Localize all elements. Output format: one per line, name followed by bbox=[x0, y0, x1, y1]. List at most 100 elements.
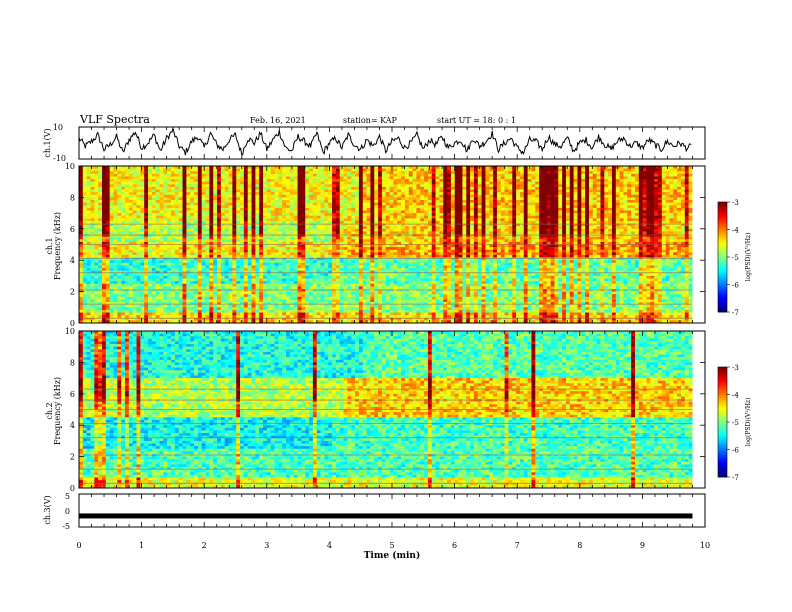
spectrogram-cell bbox=[623, 215, 628, 219]
spectrogram-cell bbox=[588, 181, 594, 185]
spectrogram-cell bbox=[650, 202, 655, 206]
spectrogram-cell bbox=[424, 236, 429, 240]
spectrogram-cell bbox=[416, 241, 421, 245]
spectrogram-cell bbox=[381, 171, 387, 175]
spectrogram-cell bbox=[550, 220, 555, 224]
spectrogram-cell bbox=[550, 213, 555, 217]
spectrogram-cell bbox=[217, 181, 222, 185]
spectrogram-cell bbox=[684, 218, 689, 222]
spectrogram-cell bbox=[600, 197, 605, 201]
spectrogram-cell bbox=[523, 192, 528, 196]
spectrogram-cell bbox=[592, 176, 597, 180]
spectrogram-cell bbox=[573, 192, 578, 196]
spectrogram-cell bbox=[205, 179, 210, 182]
spectrogram-cell bbox=[424, 202, 429, 206]
spectrogram-cell bbox=[657, 220, 663, 224]
spectrogram-cell bbox=[677, 231, 682, 235]
spectrogram-cell bbox=[439, 215, 444, 219]
spectrogram-cell bbox=[182, 226, 187, 230]
spectrogram-cell bbox=[105, 236, 110, 240]
spectrogram-cell bbox=[527, 194, 532, 198]
spectrogram-cell bbox=[481, 173, 486, 177]
spectrogram-cell bbox=[186, 228, 191, 232]
spectrogram-cell bbox=[688, 194, 693, 198]
spectrogram-cell bbox=[531, 231, 536, 235]
spectrogram-cell bbox=[278, 166, 283, 169]
spectrogram-cell bbox=[512, 205, 517, 209]
spectrogram-cell bbox=[489, 207, 494, 211]
spectrogram-cell bbox=[247, 241, 252, 245]
spectrogram-cell bbox=[255, 231, 260, 235]
spectrogram-cell bbox=[454, 184, 459, 188]
spectrogram-cell bbox=[174, 207, 179, 211]
spectrogram-cell bbox=[554, 179, 559, 182]
spectrogram-cell bbox=[155, 189, 160, 193]
spectrogram-cell bbox=[466, 184, 471, 188]
spectrogram-cell bbox=[197, 176, 202, 180]
spectrogram-cell bbox=[259, 228, 264, 232]
spectrogram-cell bbox=[98, 239, 103, 243]
spectrogram-cell bbox=[194, 166, 199, 169]
spectrogram-cell bbox=[201, 234, 206, 237]
spectrogram-cell bbox=[385, 166, 390, 169]
spectrogram-cell bbox=[339, 213, 344, 217]
spectrogram-cell bbox=[282, 239, 287, 243]
spectrogram-cell bbox=[577, 226, 582, 230]
spectrogram-cell bbox=[339, 234, 344, 237]
spectrogram-cell bbox=[228, 166, 233, 169]
spectrogram-cell bbox=[680, 223, 686, 227]
spectrogram-cell bbox=[259, 189, 264, 193]
spectrogram-cell bbox=[132, 186, 137, 190]
spectrogram-cell bbox=[339, 181, 344, 185]
spectrogram-cell bbox=[98, 202, 103, 206]
spectrogram-cell bbox=[90, 184, 95, 188]
spectrogram-cell bbox=[638, 168, 643, 172]
spectrogram-cell bbox=[132, 220, 137, 224]
spectrogram-cell bbox=[381, 186, 387, 190]
spectrogram-cell bbox=[228, 239, 233, 243]
spectrogram-cell bbox=[339, 200, 344, 203]
spectrogram-cell bbox=[477, 189, 482, 193]
spectrogram-cell bbox=[236, 220, 241, 224]
spectrogram-cell bbox=[531, 223, 536, 227]
spectrogram-cell bbox=[224, 205, 229, 209]
spectrogram-cell bbox=[332, 220, 337, 224]
spectrogram-cell bbox=[309, 168, 314, 172]
spectrogram-cell bbox=[539, 171, 544, 175]
spectrogram-cell bbox=[677, 200, 682, 203]
spectrogram-cell bbox=[646, 181, 651, 185]
spectrogram-cell bbox=[167, 197, 172, 201]
spectrogram-cell bbox=[224, 218, 229, 222]
spectrogram-cell bbox=[397, 228, 402, 232]
spectrogram-cell bbox=[136, 213, 141, 217]
spectrogram-cell bbox=[236, 184, 241, 188]
spectrogram-cell bbox=[94, 241, 99, 245]
spectrogram-cell bbox=[477, 197, 482, 201]
spectrogram-cell bbox=[194, 205, 199, 209]
spectrogram-cell bbox=[186, 236, 191, 240]
spectrogram-cell bbox=[243, 173, 248, 177]
spectrogram-cell bbox=[669, 181, 674, 185]
spectrogram-cell bbox=[289, 207, 295, 211]
spectrogram-cell bbox=[435, 176, 440, 180]
spectrogram-cell bbox=[443, 236, 448, 240]
spectrogram-cell bbox=[347, 179, 352, 182]
spectrogram-cell bbox=[297, 226, 302, 230]
spectrogram-cell bbox=[171, 173, 176, 177]
spectrogram-cell bbox=[646, 215, 651, 219]
spectrogram-cell bbox=[240, 181, 245, 185]
spectrogram-cell bbox=[669, 171, 674, 175]
spectrogram-cell bbox=[527, 186, 532, 190]
spectrogram-cell bbox=[504, 202, 509, 206]
spectrogram-cell bbox=[144, 179, 149, 182]
spectrogram-cell bbox=[190, 166, 195, 169]
spectrogram-cell bbox=[113, 231, 118, 235]
spectrogram-cell bbox=[673, 210, 678, 214]
spectrogram-cell bbox=[585, 210, 590, 214]
spectrogram-cell bbox=[604, 181, 609, 185]
spectrogram-cell bbox=[554, 207, 559, 211]
spectrogram-cell bbox=[251, 207, 256, 211]
spectrogram-cell bbox=[309, 173, 314, 177]
spectrogram-cell bbox=[619, 181, 624, 185]
spectrogram-cell bbox=[385, 200, 390, 203]
